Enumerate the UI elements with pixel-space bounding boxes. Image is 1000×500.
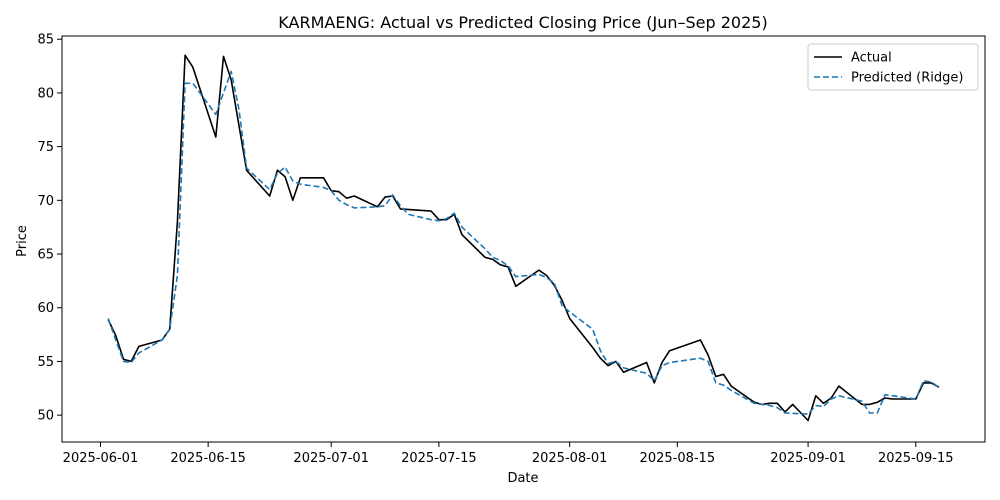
y-tick-label: 70 xyxy=(37,194,54,209)
x-tick-label: 2025-06-01 xyxy=(63,451,139,466)
x-tick-label: 2025-08-15 xyxy=(640,451,716,466)
y-tick-label: 75 xyxy=(37,140,54,155)
x-tick-label: 2025-06-15 xyxy=(170,451,246,466)
y-tick-label: 55 xyxy=(37,355,54,370)
legend: Actual Predicted (Ridge) xyxy=(807,43,979,91)
y-tick-label: 50 xyxy=(37,409,54,424)
plot-area xyxy=(61,35,986,443)
x-tick-label: 2025-07-15 xyxy=(401,451,477,466)
series-lines xyxy=(107,54,940,422)
legend-label: Predicted (Ridge) xyxy=(851,71,963,86)
y-axis: 50 55 60 65 70 75 80 85 xyxy=(37,33,62,424)
x-tick-label: 2025-09-15 xyxy=(878,451,954,466)
legend-box xyxy=(807,43,979,91)
x-tick-label: 2025-07-01 xyxy=(293,451,369,466)
x-tick-label: 2025-09-01 xyxy=(770,451,846,466)
y-tick-label: 80 xyxy=(37,86,54,101)
series-line-actual xyxy=(107,54,940,422)
legend-label: Actual xyxy=(851,51,892,66)
chart-title: KARMAENG: Actual vs Predicted Closing Pr… xyxy=(278,13,767,32)
x-axis: 2025-06-01 2025-06-15 2025-07-01 2025-07-15… xyxy=(63,442,954,466)
y-tick-label: 65 xyxy=(37,248,54,263)
x-tick-label: 2025-08-01 xyxy=(532,451,608,466)
y-tick-label: 60 xyxy=(37,301,54,316)
series-line-predicted xyxy=(107,70,940,415)
y-tick-label: 85 xyxy=(37,33,54,48)
y-axis-label: Price xyxy=(15,225,30,257)
x-axis-label: Date xyxy=(507,471,538,486)
